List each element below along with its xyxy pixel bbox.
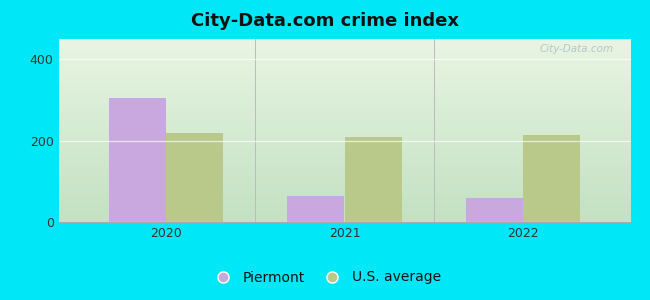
Bar xyxy=(466,198,523,222)
Text: City-Data.com: City-Data.com xyxy=(540,44,614,55)
Bar xyxy=(344,136,402,222)
Legend: Piermont, U.S. average: Piermont, U.S. average xyxy=(203,265,447,290)
Bar xyxy=(287,196,344,222)
Bar xyxy=(166,133,223,222)
Bar xyxy=(109,98,166,222)
Bar xyxy=(523,135,580,222)
Text: City-Data.com crime index: City-Data.com crime index xyxy=(191,12,459,30)
